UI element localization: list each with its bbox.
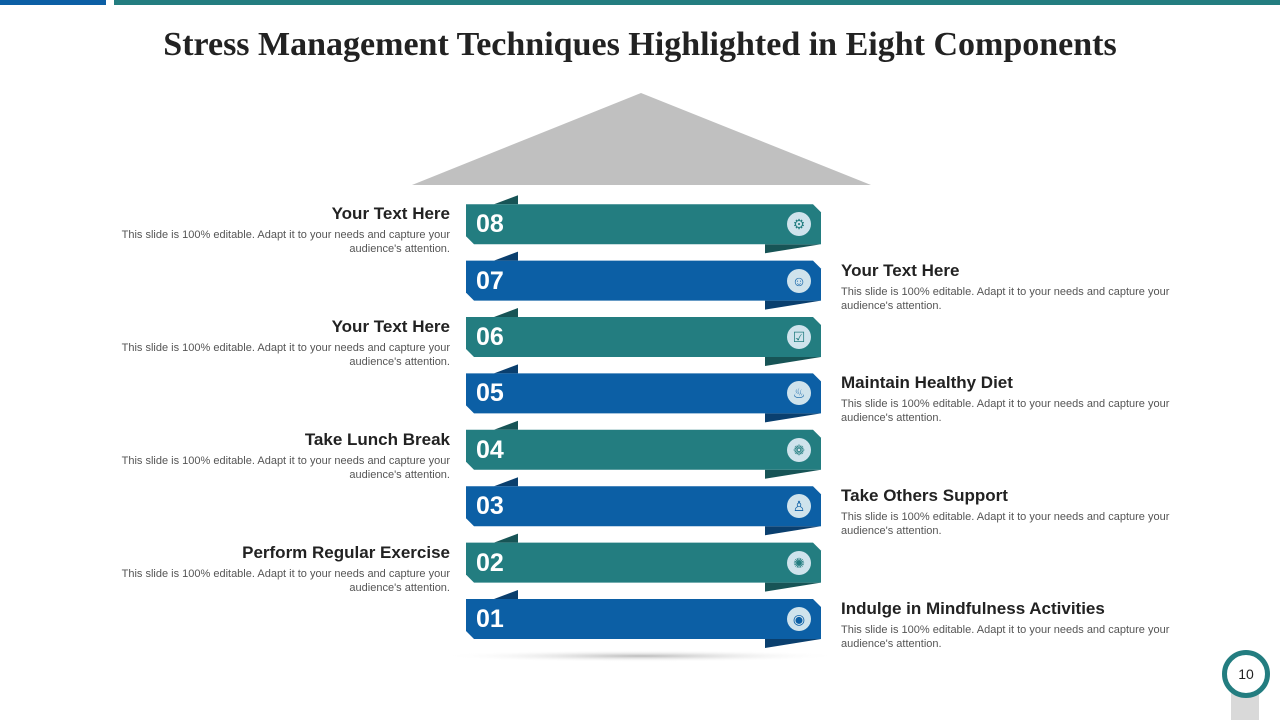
svg-text:☑: ☑ bbox=[793, 329, 806, 345]
step-number: 07 bbox=[476, 266, 504, 295]
band-fold-bottom bbox=[765, 582, 821, 592]
person-standing-icon: ♙ bbox=[785, 492, 813, 520]
hands-brain-icon: ❁ bbox=[785, 436, 813, 464]
roof bbox=[412, 93, 871, 185]
band-fold-bottom bbox=[765, 526, 821, 536]
svg-text:❁: ❁ bbox=[793, 442, 805, 458]
band-step-03 bbox=[466, 486, 821, 527]
step-text: This slide is 100% editable. Adapt it to… bbox=[841, 511, 1170, 538]
band-step-07 bbox=[466, 260, 821, 301]
band-fold-bottom bbox=[765, 413, 821, 423]
band-fold-top bbox=[494, 590, 518, 599]
step-number: 02 bbox=[476, 548, 504, 577]
step-description-04: Take Lunch Break This slide is 100% edita… bbox=[110, 430, 450, 482]
band-step-08 bbox=[466, 204, 821, 245]
step-description-01: Indulge in Mindfulness Activities This sl… bbox=[841, 599, 1181, 651]
band-fold-top bbox=[494, 195, 518, 205]
band-fold-bottom bbox=[765, 639, 821, 648]
band-fold-top bbox=[494, 308, 518, 317]
step-number: 04 bbox=[476, 435, 504, 464]
band-fold-bottom bbox=[765, 244, 821, 254]
band-step-05 bbox=[466, 373, 821, 414]
step-text: This slide is 100% editable. Adapt it to… bbox=[841, 624, 1170, 650]
step-description-07: Your Text Here This slide is 100% editabl… bbox=[841, 261, 1181, 313]
step-text: This slide is 100% editable. Adapt it to… bbox=[121, 342, 450, 368]
clipboard-apple-icon: ☑ bbox=[785, 323, 813, 351]
band-fold-top bbox=[494, 364, 518, 374]
step-description-08: Your Text Here This slide is 100% editabl… bbox=[110, 204, 450, 256]
svg-text:♙: ♙ bbox=[793, 498, 806, 514]
band-fold-top bbox=[494, 251, 518, 261]
step-title: Maintain Healthy Diet bbox=[841, 373, 1013, 393]
top-accent-bar bbox=[114, 0, 1280, 5]
step-title: Your Text Here bbox=[841, 260, 960, 280]
step-text: This slide is 100% editable. Adapt it to… bbox=[121, 454, 450, 481]
dining-table-icon: ♨ bbox=[785, 379, 813, 407]
step-description-02: Perform Regular Exercise This slide is 10… bbox=[110, 543, 450, 595]
step-number: 05 bbox=[476, 379, 504, 408]
step-description-06: Your Text Here This slide is 100% editabl… bbox=[110, 317, 450, 369]
band-fold-bottom bbox=[765, 300, 821, 310]
step-title: Take Lunch Break bbox=[304, 429, 450, 449]
band-fold-bottom bbox=[765, 469, 821, 479]
slide-title: Stress Management Techniques Highlighted… bbox=[163, 26, 1117, 63]
svg-text:☺: ☺ bbox=[792, 273, 806, 289]
band-step-04 bbox=[466, 429, 821, 470]
base-shadow bbox=[441, 650, 841, 662]
band-fold-bottom bbox=[765, 357, 821, 366]
step-title: Your Text Here bbox=[331, 204, 450, 224]
step-text: This slide is 100% editable. Adapt it to… bbox=[841, 398, 1170, 425]
mindfulness-person-icon: ◉ bbox=[785, 605, 813, 633]
step-text: This slide is 100% editable. Adapt it to… bbox=[121, 229, 450, 256]
band-step-06 bbox=[466, 317, 821, 357]
step-number: 08 bbox=[476, 210, 504, 239]
head-gear-icon: ☺ bbox=[785, 267, 813, 295]
band-fold-top bbox=[494, 477, 518, 487]
idea-head-icon: ✺ bbox=[785, 549, 813, 577]
gear-code-icon: ⚙ bbox=[785, 210, 813, 238]
step-title: Your Text Here bbox=[331, 317, 450, 336]
step-title: Take Others Support bbox=[841, 486, 1008, 506]
step-number: 01 bbox=[476, 605, 504, 633]
step-title: Indulge in Mindfulness Activities bbox=[841, 599, 1105, 618]
step-number: 03 bbox=[476, 492, 504, 521]
svg-text:♨: ♨ bbox=[793, 385, 806, 401]
band-fold-top bbox=[494, 420, 518, 430]
step-description-05: Maintain Healthy Diet This slide is 100% … bbox=[841, 373, 1181, 425]
band-fold-top bbox=[494, 533, 518, 543]
band-step-02 bbox=[466, 542, 821, 583]
page-number: 10 bbox=[1222, 650, 1270, 698]
step-number: 06 bbox=[476, 323, 504, 351]
step-title: Perform Regular Exercise bbox=[242, 542, 450, 562]
svg-text:✺: ✺ bbox=[793, 555, 805, 571]
svg-text:◉: ◉ bbox=[793, 611, 805, 627]
top-accent-bar bbox=[0, 0, 106, 5]
step-text: This slide is 100% editable. Adapt it to… bbox=[841, 285, 1170, 312]
band-step-01 bbox=[466, 599, 821, 639]
step-description-03: Take Others Support This slide is 100% ed… bbox=[841, 486, 1181, 538]
step-text: This slide is 100% editable. Adapt it to… bbox=[121, 567, 450, 594]
svg-text:⚙: ⚙ bbox=[793, 216, 806, 232]
